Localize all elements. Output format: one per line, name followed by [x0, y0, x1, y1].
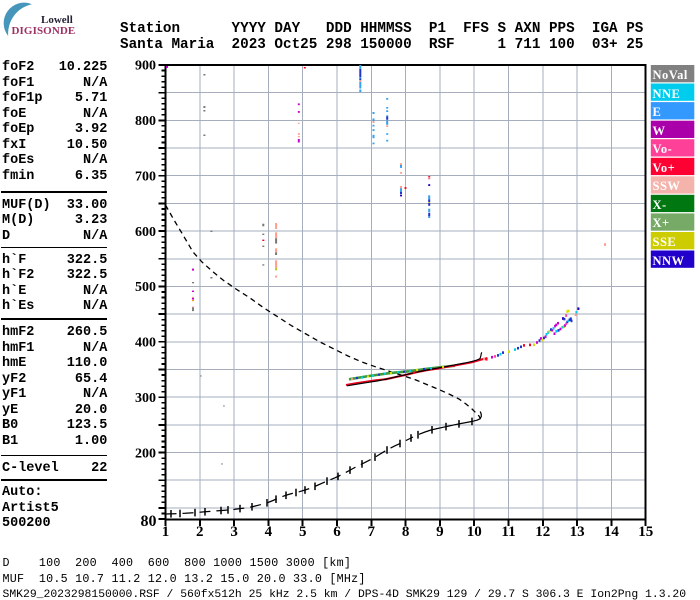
- svg-text:800: 800: [135, 114, 156, 129]
- svg-text:600: 600: [135, 225, 156, 240]
- svg-text:400: 400: [135, 336, 156, 351]
- svg-text:80: 80: [141, 513, 157, 530]
- svg-text:200: 200: [135, 446, 156, 461]
- svg-text:900: 900: [135, 59, 156, 74]
- svg-text:500: 500: [135, 280, 156, 295]
- svg-text:300: 300: [135, 391, 156, 406]
- svg-text:700: 700: [135, 169, 156, 184]
